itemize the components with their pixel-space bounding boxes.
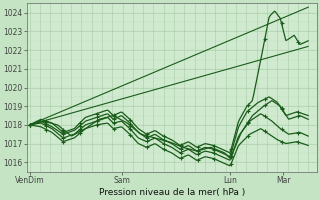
X-axis label: Pression niveau de la mer( hPa ): Pression niveau de la mer( hPa ) [99,188,245,197]
